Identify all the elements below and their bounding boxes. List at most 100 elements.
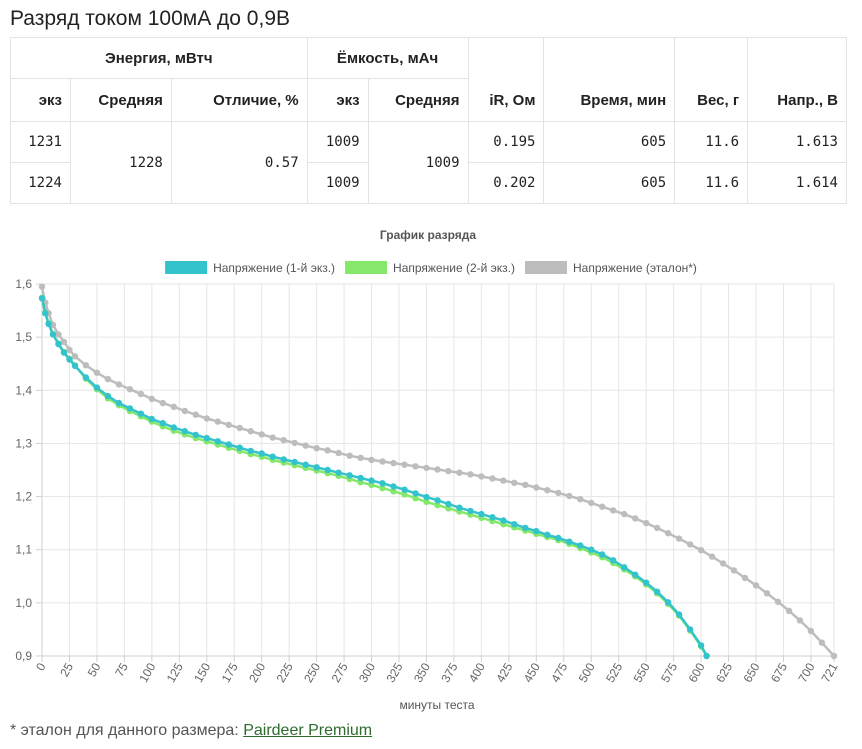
series-1 [38,295,710,660]
data-point [522,524,529,532]
data-point [807,627,815,635]
data-point [38,283,46,290]
x-tick-label: 175 [219,660,241,685]
series-3 [38,283,838,660]
data-point [170,403,177,410]
data-point [401,491,408,498]
weight-cell: 11.6 [674,121,749,163]
legend-item[interactable]: Напряжение (1-й экз.) [165,261,335,275]
y-tick-label: 1,5 [15,330,32,344]
data-point [401,486,408,493]
data-point [697,642,705,649]
data-point [599,503,606,510]
y-tick-label: 0,9 [15,649,32,663]
data-point [500,517,507,524]
voltage-header: Напр., В [747,37,847,122]
data-point [763,590,771,597]
x-tick-label: 425 [493,660,515,685]
x-tick-label: 200 [246,660,268,685]
data-point [643,579,650,586]
x-tick-label: 625 [713,660,735,685]
data-point [324,466,331,474]
data-point [555,489,562,497]
data-point [302,461,309,468]
x-tick-label: 225 [274,660,296,685]
x-tick-label: 275 [329,660,351,685]
y-tick-label: 1,1 [15,543,32,557]
data-point [434,466,441,473]
data-point [225,421,232,428]
data-point [236,444,243,451]
data-point [675,611,683,618]
data-point [412,495,419,502]
data-point [730,567,738,574]
data-point [544,531,551,538]
data-point [45,320,52,328]
data-point [434,497,441,504]
data-point [280,456,287,463]
legend-item[interactable]: Напряжение (2-й экз.) [345,261,515,275]
data-point [643,519,650,527]
x-tick-label: 500 [576,660,598,685]
data-point [93,369,101,376]
reference-battery-link[interactable]: Pairdeer Premium [243,722,373,739]
data-point [214,418,221,425]
data-point [280,437,287,444]
data-point [93,384,101,391]
x-tick-label: 675 [768,660,790,685]
data-point [577,496,584,503]
x-tick-label: 350 [411,660,433,685]
chart-grid [36,283,835,662]
data-point [379,480,386,487]
data-point [346,452,353,459]
data-point [796,617,804,624]
data-point [412,490,419,497]
data-point [203,434,210,442]
data-point [126,386,134,393]
x-tick-label: 600 [686,660,708,685]
x-axis-label: минуты теста [399,698,474,712]
voltage-cell: 1.614 [747,162,847,204]
capacity-average-header: Средняя [367,78,469,122]
data-point [653,588,661,595]
data-point [269,453,276,460]
series-line [40,298,708,657]
energy-difference-cell: 0.57 [170,121,308,204]
data-point [368,477,375,484]
data-point [686,626,694,633]
x-tick-label: 400 [466,660,488,685]
x-tick-label: 0 [33,660,49,673]
data-point [489,475,496,482]
data-point [82,374,90,381]
table-header-row: экз Средняя Отличие, % экз Средняя [10,78,847,122]
x-tick-label: 50 [85,660,104,679]
data-point [675,535,683,542]
data-point [55,331,62,338]
legend-item[interactable]: Напряжение (эталон*) [525,261,697,275]
x-tick-label: 300 [356,660,378,685]
data-point [423,493,430,501]
data-point [66,356,73,363]
footnote-text: * эталон для данного размера: [10,722,244,739]
data-point [577,542,584,549]
data-point [544,487,551,494]
data-point [818,639,826,646]
data-point [302,442,309,449]
data-point [148,395,155,402]
data-point [104,392,112,400]
x-tick-label: 150 [191,660,213,685]
x-tick-label: 650 [740,660,762,685]
data-point [335,449,342,457]
x-tick-label: 125 [164,660,186,685]
data-point [445,467,452,475]
data-point [664,599,672,606]
data-point [49,331,57,338]
discharge-chart-svg: График разряда Напряжение (1-й экз.) Напр… [15,228,840,712]
legend-swatch [165,261,208,274]
legend-swatch [525,261,568,274]
ir-header: iR, Ом [467,37,545,122]
y-tick-label: 1,4 [15,383,32,397]
data-point [434,501,441,509]
data-point [664,530,672,537]
series-2 [38,294,710,660]
